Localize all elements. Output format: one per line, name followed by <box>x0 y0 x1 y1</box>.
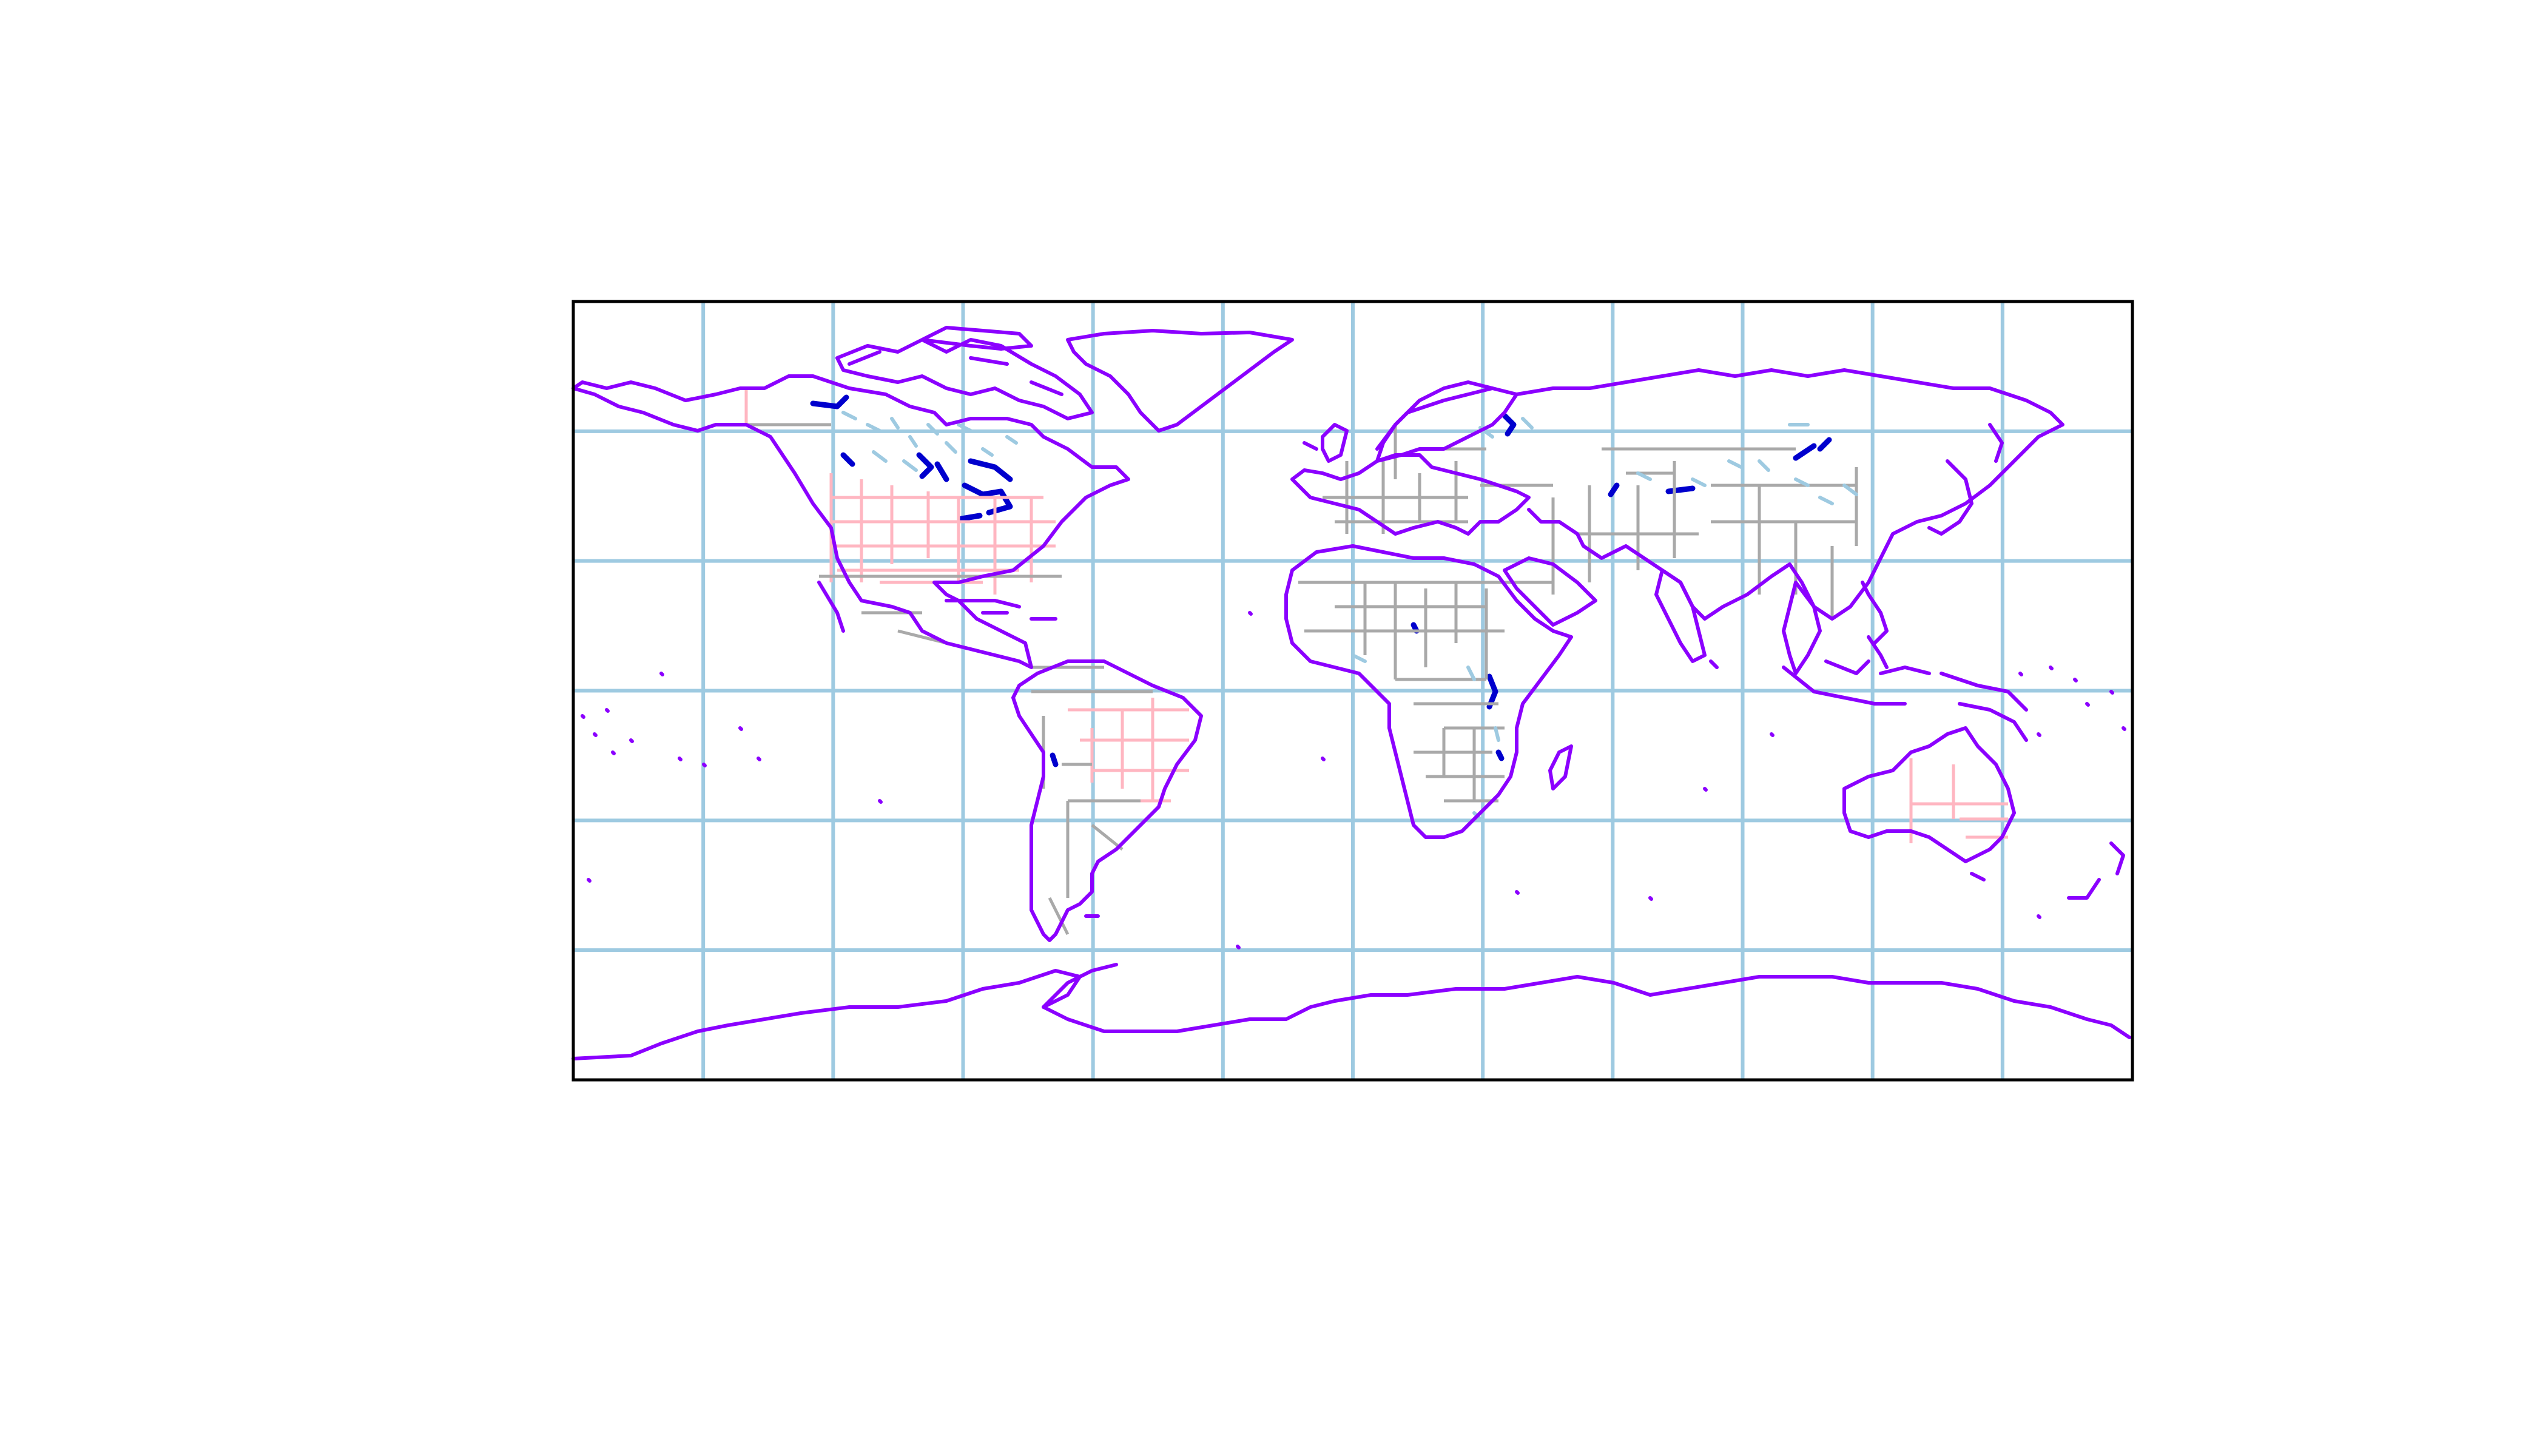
asia-borders <box>1551 447 1858 619</box>
african-lakes <box>1351 653 1500 821</box>
great-lakes <box>934 458 1013 522</box>
new-guinea <box>1958 702 2028 742</box>
coastline-layer <box>571 326 2131 1060</box>
baja-california <box>817 581 845 633</box>
africa-coast <box>1284 544 1573 839</box>
south-america-coast <box>1011 659 1203 942</box>
great-bear-lake <box>810 394 849 410</box>
taiwan <box>1861 581 1870 596</box>
canadian-arctic-islands <box>835 326 1094 420</box>
greenland-coast <box>1066 329 1294 433</box>
minor-lakes-layer <box>841 411 1858 821</box>
lake-baikal <box>1793 437 1832 461</box>
caribbean <box>945 599 1057 621</box>
new-zealand <box>2067 841 2125 900</box>
indonesia <box>1782 635 2028 712</box>
eurasian-lakes <box>1478 417 1858 505</box>
lake-winnipeg <box>840 452 855 467</box>
graticule <box>573 302 2132 1080</box>
madagascar <box>1548 744 1573 790</box>
antarctic-peninsula <box>1042 963 1118 1009</box>
lake-titicaca <box>1050 752 1059 767</box>
brazil-states <box>1068 698 1189 803</box>
canadian-lakes <box>841 411 1018 472</box>
philippines <box>1867 593 1889 645</box>
map-frame <box>571 300 2134 1082</box>
tasmania <box>1970 872 1986 881</box>
pacific-islands <box>581 611 2126 949</box>
north-america-coast <box>571 374 1130 669</box>
ladoga-onega <box>1502 413 1517 437</box>
sri-lanka <box>1709 659 1719 669</box>
great-slave-lake <box>916 452 934 479</box>
australia-coast <box>1842 726 2016 863</box>
europe-borders <box>1323 425 1553 534</box>
asia-coast <box>1515 368 2064 621</box>
caspian-aral <box>1608 482 1620 497</box>
arabia <box>1503 556 1597 627</box>
scandinavia <box>1375 380 1494 451</box>
country-borders-layer <box>746 423 1858 935</box>
africa-borders <box>1298 581 1553 803</box>
british-isles <box>1303 423 1349 463</box>
southeast-asia <box>1782 581 1822 675</box>
kamchatka <box>1988 423 2004 463</box>
lake-balkhash <box>1665 485 1696 494</box>
lake-victoria <box>1486 673 1505 761</box>
japan <box>1927 459 1973 536</box>
major-lakes-layer <box>810 394 1832 767</box>
australia-states <box>1909 758 2008 843</box>
india <box>1654 568 1707 663</box>
antarctica-coast <box>571 969 2131 1060</box>
